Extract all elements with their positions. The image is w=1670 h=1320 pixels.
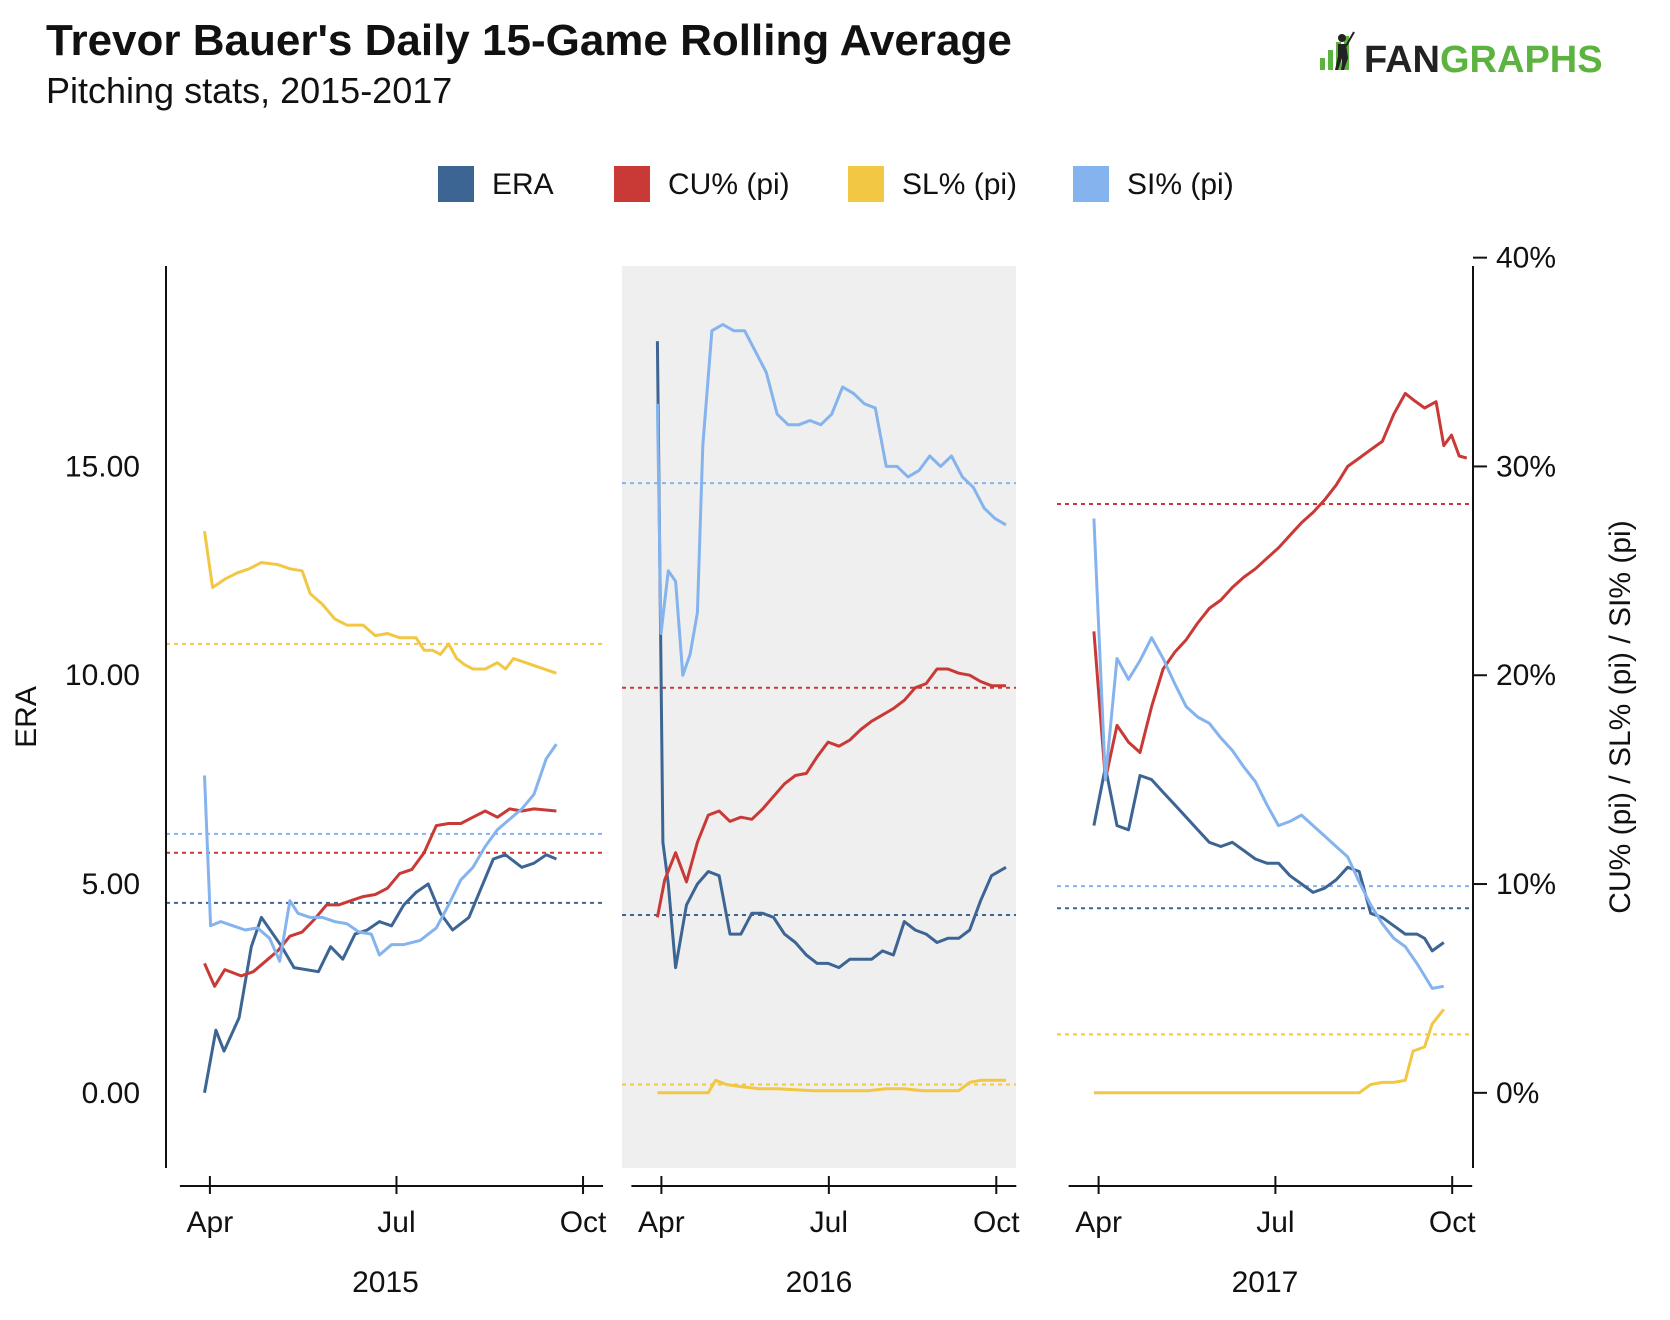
line-era-2015 [203,853,557,1094]
x-tick-label-oct: Oct [560,1206,607,1239]
line-si-pi-2017 [1092,518,1445,990]
x-tick-label-jul: Jul [1256,1206,1294,1239]
series-lines [203,323,1468,1095]
panel-year-label: 2016 [786,1266,853,1299]
line-cu-pi-2015 [203,807,557,988]
y-right-tick-label: 20% [1496,659,1556,692]
legend-label-sl-pi: SL% (pi) [902,168,1017,201]
x-axis-2016: Apr Jul Oct 2016 [631,1176,1020,1299]
legend-swatch-sl-pi [848,166,884,202]
x-tick-label-oct: Oct [973,1206,1020,1239]
line-sl-pi-2015 [203,530,557,675]
x-tick-label-apr: Apr [187,1206,234,1239]
y-axis-left: 0.00 5.00 10.00 15.00 ERA [10,266,167,1168]
line-cu-pi-2016 [655,667,1006,918]
chart-title: Trevor Bauer's Daily 15-Game Rolling Ave… [46,16,1012,65]
x-tick-label-apr: Apr [638,1206,685,1239]
logo-text-graphs: GRAPHS [1440,39,1603,81]
panel-backgrounds [622,266,1016,1168]
y-right-tick-label: 10% [1496,868,1556,901]
y-right-tick-label: 30% [1496,450,1556,483]
y-axis-left-title: ERA [10,686,43,748]
legend-item-si-pi: SI% (pi) [1073,166,1234,202]
y-right-tick-label: 0% [1496,1077,1539,1110]
legend-item-cu-pi: CU% (pi) [614,166,790,202]
line-si-pi-2015 [203,743,558,963]
y-left-tick-label: 10.00 [65,659,140,692]
line-era-2016 [655,341,1007,970]
y-axis-right: 0% 10% 20% 30% 40% CU% (pi) / SL% (pi) / SI% … [1472,242,1637,1168]
legend-swatch-si-pi [1073,166,1109,202]
y-left-tick-label: 15.00 [65,450,140,483]
batter-silhouette-icon [1335,31,1355,70]
axes: Apr Jul Oct 2015 Apr Jul Oct 2016 Apr Jul Oct 2017 0… [10,242,1637,1299]
legend-item-sl-pi: SL% (pi) [848,166,1017,202]
legend: ERA CU% (pi) SL% (pi) SI% (pi) [438,166,1234,202]
season-average-lines [166,482,1473,1086]
panel-shade-2016 [622,266,1016,1168]
panel-year-label: 2017 [1232,1266,1299,1299]
x-axis-2015: Apr Jul Oct 2015 [179,1176,607,1299]
legend-label-cu-pi: CU% (pi) [668,168,790,201]
x-tick-label-jul: Jul [377,1206,415,1239]
y-left-tick-label: 0.00 [82,1077,140,1110]
x-axis-2017: Apr Jul Oct 2017 [1068,1176,1476,1299]
x-tick-label-apr: Apr [1075,1206,1122,1239]
legend-item-era: ERA [438,166,554,202]
logo-text-fan: FAN [1364,39,1440,81]
line-sl-pi-2017 [1093,1008,1445,1095]
line-si-pi-2016 [655,323,1007,677]
x-tick-label-oct: Oct [1429,1206,1476,1239]
x-tick-label-jul: Jul [810,1206,848,1239]
y-axis-right-title: CU% (pi) / SL% (pi) / SI% (pi) [1604,520,1637,913]
legend-label-era: ERA [492,168,554,201]
y-right-tick-label: 40% [1496,242,1556,275]
legend-swatch-cu-pi [614,166,650,202]
panel-year-label: 2015 [352,1266,419,1299]
logo-text: FANGRAPHS [1364,39,1603,81]
line-sl-pi-2016 [657,1078,1006,1095]
fangraphs-logo: FANGRAPHS [1320,31,1603,81]
chart-subtitle: Pitching stats, 2015-2017 [46,70,453,111]
legend-swatch-era [438,166,474,202]
line-cu-pi-2017 [1092,391,1468,782]
line-era-2017 [1092,765,1445,953]
y-left-tick-label: 5.00 [82,868,140,901]
legend-label-si-pi: SI% (pi) [1127,168,1234,201]
